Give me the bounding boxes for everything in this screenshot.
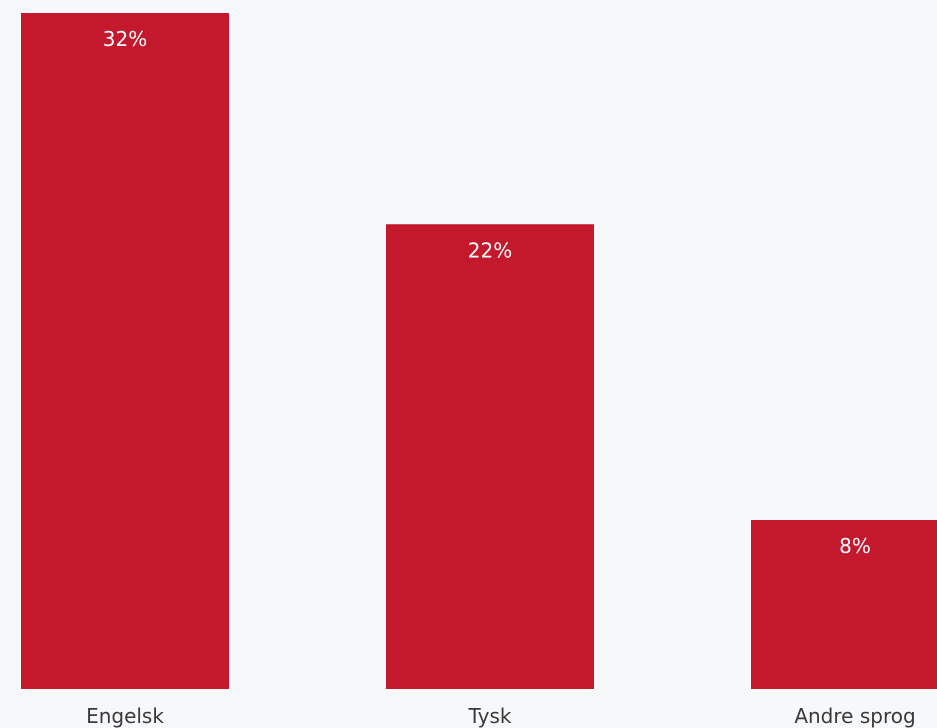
category-labels-group: Engelsk Tysk Andre sprog [86, 704, 916, 728]
bars-group [21, 13, 937, 689]
bar-engelsk [21, 13, 229, 689]
value-labels-group: 32% 22% 8% [103, 27, 871, 558]
value-label-engelsk: 32% [103, 27, 147, 51]
category-label-engelsk: Engelsk [86, 704, 164, 728]
bar-andre-sprog [751, 520, 937, 689]
bar-tysk [386, 224, 594, 689]
value-label-andre-sprog: 8% [839, 534, 871, 558]
category-label-tysk: Tysk [468, 704, 512, 728]
value-label-tysk: 22% [468, 238, 512, 262]
category-label-andre-sprog: Andre sprog [794, 704, 915, 728]
